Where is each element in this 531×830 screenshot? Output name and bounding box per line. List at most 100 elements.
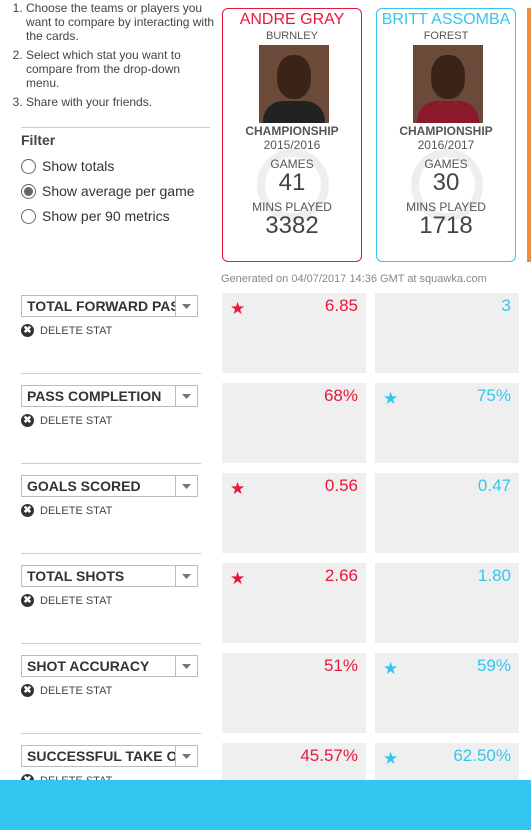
- radio-button[interactable]: [21, 208, 36, 224]
- delete-stat[interactable]: ✖ DELETE STAT: [21, 414, 112, 427]
- stat-value: 6.85: [324, 296, 358, 315]
- stat-dropdown[interactable]: SUCCESSFUL TAKE O: [21, 745, 198, 767]
- stat-dropdown[interactable]: PASS COMPLETION: [21, 385, 198, 407]
- instruction-item: Share with your friends.: [26, 95, 216, 109]
- separator: [21, 643, 201, 644]
- stat-cell: 68%: [222, 383, 366, 463]
- stat-cell: 51%: [222, 653, 366, 733]
- delete-label: DELETE STAT: [40, 684, 113, 697]
- stat-value: 1.80: [477, 566, 511, 585]
- stat-bar: [0, 780, 531, 830]
- delete-stat[interactable]: ✖ DELETE STAT: [21, 594, 112, 607]
- stat-cell: 0.47: [375, 473, 519, 553]
- stat-cell: 75% ★: [375, 383, 519, 463]
- filter-title: Filter: [21, 132, 56, 148]
- player-card[interactable]: ANDRE GRAY BURNLEY CHAMPIONSHIP 2015/2016 GA…: [222, 8, 362, 262]
- competition: CHAMPIONSHIP: [399, 124, 493, 138]
- stat-value: 3: [501, 296, 511, 315]
- stat-value: 2.66: [324, 566, 358, 585]
- winner-star: ★: [383, 389, 399, 408]
- delete-label: DELETE STAT: [40, 594, 113, 607]
- stat-name: GOALS SCORED: [27, 478, 141, 494]
- delete-icon[interactable]: ✖: [21, 414, 34, 427]
- stat-cell: 3: [375, 293, 519, 373]
- stat-value: 68%: [323, 386, 358, 405]
- dropdown-arrow[interactable]: [175, 746, 197, 766]
- separator: [21, 127, 210, 128]
- arrow-icon: [182, 304, 191, 309]
- photo-shirt: [263, 101, 325, 123]
- filter-option[interactable]: Show per 90 metrics: [21, 208, 170, 224]
- dropdown-arrow[interactable]: [175, 386, 197, 406]
- stat-value: 51%: [323, 656, 358, 675]
- winner-star: ★: [230, 479, 246, 498]
- stat-value: 45.57%: [300, 746, 358, 765]
- stat-name: TOTAL FORWARD PAS: [27, 298, 180, 314]
- stat-name: PASS COMPLETION: [27, 388, 162, 404]
- games-value: 30: [432, 169, 460, 196]
- dropdown-arrow[interactable]: [175, 476, 197, 496]
- winner-star: ★: [230, 299, 246, 318]
- next-card-edge: [527, 8, 531, 262]
- stat-value: 0.47: [477, 476, 511, 495]
- photo-head: [277, 55, 311, 99]
- season: 2016/2017: [417, 138, 475, 152]
- arrow-icon: [182, 664, 191, 669]
- delete-icon[interactable]: ✖: [21, 594, 34, 607]
- filter-option[interactable]: Show totals: [21, 158, 114, 174]
- stat-value: 75%: [476, 386, 511, 405]
- instruction-item: Choose the teams or players you want to …: [26, 1, 216, 43]
- filter-option-label: Show totals: [42, 158, 115, 174]
- stat-name: SUCCESSFUL TAKE O: [27, 748, 178, 764]
- stat-dropdown[interactable]: TOTAL SHOTS: [21, 565, 198, 587]
- player-photo: [259, 45, 329, 123]
- competition: CHAMPIONSHIP: [245, 124, 339, 138]
- delete-stat[interactable]: ✖ DELETE STAT: [21, 684, 112, 697]
- player-card[interactable]: BRITT ASSOMBA FOREST CHAMPIONSHIP 2016/2017…: [376, 8, 516, 262]
- delete-stat[interactable]: ✖ DELETE STAT: [21, 324, 112, 337]
- separator: [21, 463, 201, 464]
- ring: [257, 149, 329, 221]
- dropdown-arrow[interactable]: [175, 566, 197, 586]
- stat-name: SHOT ACCURACY: [27, 658, 150, 674]
- mins-label: MINS PLAYED: [252, 200, 332, 214]
- radio-button[interactable]: [21, 158, 36, 174]
- delete-icon[interactable]: ✖: [21, 324, 34, 337]
- delete-label: DELETE STAT: [40, 414, 113, 427]
- photo-shirt: [417, 101, 479, 123]
- separator: [21, 733, 201, 734]
- stat-value: 59%: [476, 656, 511, 675]
- stat-cell: 59% ★: [375, 653, 519, 733]
- delete-icon[interactable]: ✖: [21, 684, 34, 697]
- filter-option[interactable]: Show average per game: [21, 183, 195, 199]
- team-name: FOREST: [423, 30, 469, 42]
- season: 2015/2016: [263, 138, 321, 152]
- winner-star: ★: [383, 749, 399, 768]
- stat-dropdown[interactable]: SHOT ACCURACY: [21, 655, 198, 677]
- player-photo: [413, 45, 483, 123]
- instruction-item: Select which stat you want to compare fr…: [26, 48, 216, 90]
- photo-head: [431, 55, 465, 99]
- arrow-icon: [182, 394, 191, 399]
- stat-cell: 6.85 ★: [222, 293, 366, 373]
- games-label: GAMES: [270, 157, 314, 171]
- stat-dropdown[interactable]: TOTAL FORWARD PAS: [21, 295, 198, 317]
- team-name: BURNLEY: [266, 30, 318, 42]
- delete-icon[interactable]: ✖: [21, 504, 34, 517]
- winner-star: ★: [230, 569, 246, 588]
- winner-star: ★: [383, 659, 399, 678]
- generated-note: Generated on 04/07/2017 14:36 GMT at squ…: [221, 273, 487, 285]
- dropdown-arrow[interactable]: [175, 296, 197, 316]
- separator: [21, 373, 201, 374]
- delete-label: DELETE STAT: [40, 324, 113, 337]
- stat-dropdown[interactable]: GOALS SCORED: [21, 475, 198, 497]
- radio-button[interactable]: [21, 183, 36, 199]
- delete-stat[interactable]: ✖ DELETE STAT: [21, 504, 112, 517]
- ring: [411, 149, 483, 221]
- separator: [21, 553, 201, 554]
- dropdown-arrow[interactable]: [175, 656, 197, 676]
- stat-cell: 1.80: [375, 563, 519, 643]
- stat-value: 62.50%: [453, 746, 511, 765]
- player-name: BRITT ASSOMBA: [381, 11, 511, 28]
- games-value: 41: [278, 169, 306, 196]
